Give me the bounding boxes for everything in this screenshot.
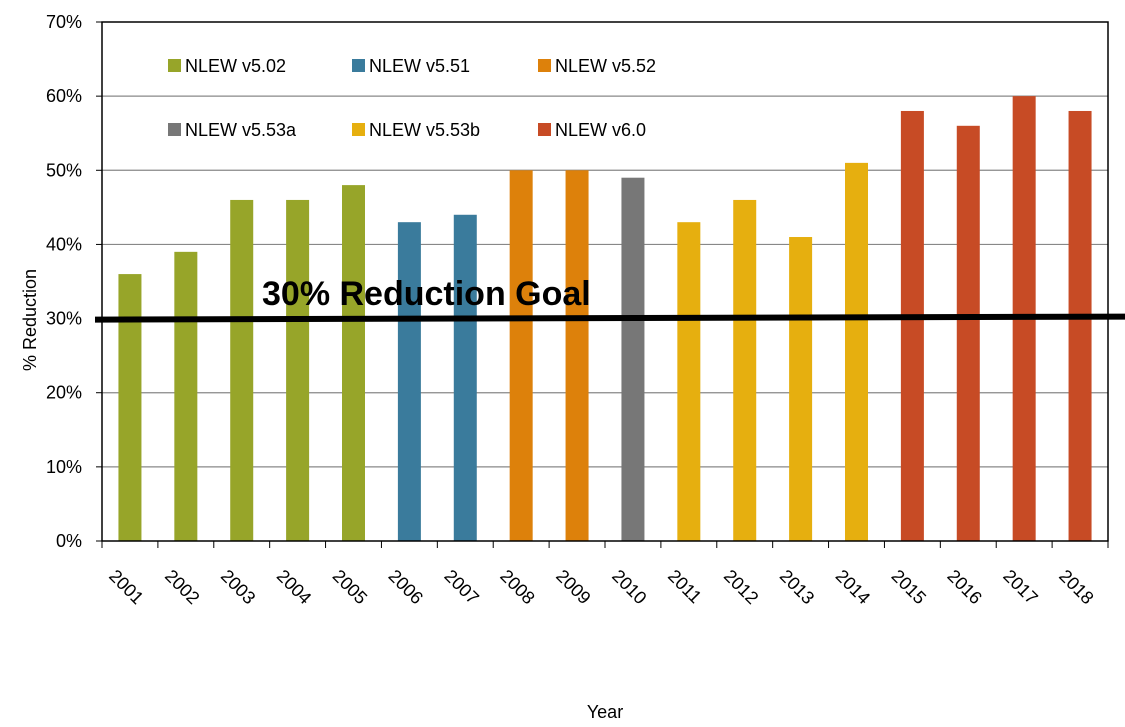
legend-label: NLEW v5.53b [369, 120, 480, 140]
legend-label: NLEW v5.51 [369, 56, 470, 76]
y-ticks: 0% 10% 20% 30% 40% 50% 60% 70% [46, 12, 102, 551]
y-tick-label: 40% [46, 234, 82, 254]
bars [118, 96, 1092, 542]
y-tick-label: 0% [56, 531, 82, 551]
bar-2015 [900, 110, 924, 541]
x-tick-label: 2017 [999, 566, 1041, 608]
y-tick-label: 70% [46, 12, 82, 32]
legend-swatch [538, 123, 551, 136]
bar-2006 [397, 222, 421, 541]
x-tick-label: 2015 [888, 566, 930, 608]
x-tick-label: 2008 [496, 566, 538, 608]
x-tick-label: 2005 [329, 566, 371, 608]
legend-label: NLEW v5.52 [555, 56, 656, 76]
y-tick-label: 50% [46, 160, 82, 180]
bar-2012 [733, 199, 757, 541]
bar-2007 [453, 214, 477, 541]
x-tick-label: 2014 [832, 566, 874, 608]
bar-2018 [1068, 110, 1092, 541]
y-tick-label: 10% [46, 457, 82, 477]
legend-label: NLEW v6.0 [555, 120, 646, 140]
x-tick-label: 2011 [664, 566, 706, 608]
bar-2008 [509, 170, 533, 542]
x-tick-label: 2007 [440, 566, 482, 608]
bar-2010 [621, 177, 645, 541]
x-tick-label: 2003 [217, 566, 259, 608]
bar-2014 [845, 162, 868, 541]
x-tick-label: 2002 [161, 566, 203, 608]
x-ticks: 2001 2002 2003 2004 2005 2006 2007 2008 2009 2010… [101, 541, 1109, 608]
goal-line [94, 313, 1125, 323]
legend: NLEW v5.02 NLEW v5.51 NLEW v5.52 NLEW v5.53… [168, 56, 656, 140]
x-tick-label: 2013 [776, 566, 818, 608]
legend-swatch [168, 59, 181, 72]
y-axis-title: % Reduction [20, 269, 40, 371]
x-tick-label: 2004 [273, 566, 315, 608]
legend-label: NLEW v5.02 [185, 56, 286, 76]
bar-2001 [118, 274, 142, 541]
legend-swatch [352, 59, 365, 72]
y-tick-label: 20% [46, 383, 82, 403]
y-tick-label: 60% [46, 86, 82, 106]
y-tick-label: 30% [46, 309, 82, 329]
x-tick-label: 2001 [105, 566, 147, 608]
x-tick-label: 2010 [608, 566, 650, 608]
bar-2016 [956, 125, 980, 542]
x-tick-label: 2006 [385, 566, 427, 608]
x-tick-label: 2018 [1055, 566, 1097, 608]
bar-2011 [677, 222, 701, 541]
legend-swatch [352, 123, 365, 136]
x-tick-label: 2012 [720, 566, 762, 608]
x-tick-label: 2009 [552, 566, 594, 608]
x-tick-label: 2016 [943, 566, 985, 608]
bar-2013 [789, 237, 813, 541]
bar-2004 [286, 199, 310, 541]
legend-label: NLEW v5.53a [185, 120, 297, 140]
reference-line-group: 30% Reduction Goal [94, 275, 1125, 323]
bar-2002 [174, 251, 198, 542]
bar-2005 [342, 185, 365, 541]
x-axis-title: Year [587, 702, 623, 722]
legend-swatch [168, 123, 181, 136]
goal-line-label: 30% Reduction Goal [262, 275, 591, 313]
bar-2003 [230, 199, 254, 541]
legend-swatch [538, 59, 551, 72]
bar-2009 [565, 170, 589, 542]
